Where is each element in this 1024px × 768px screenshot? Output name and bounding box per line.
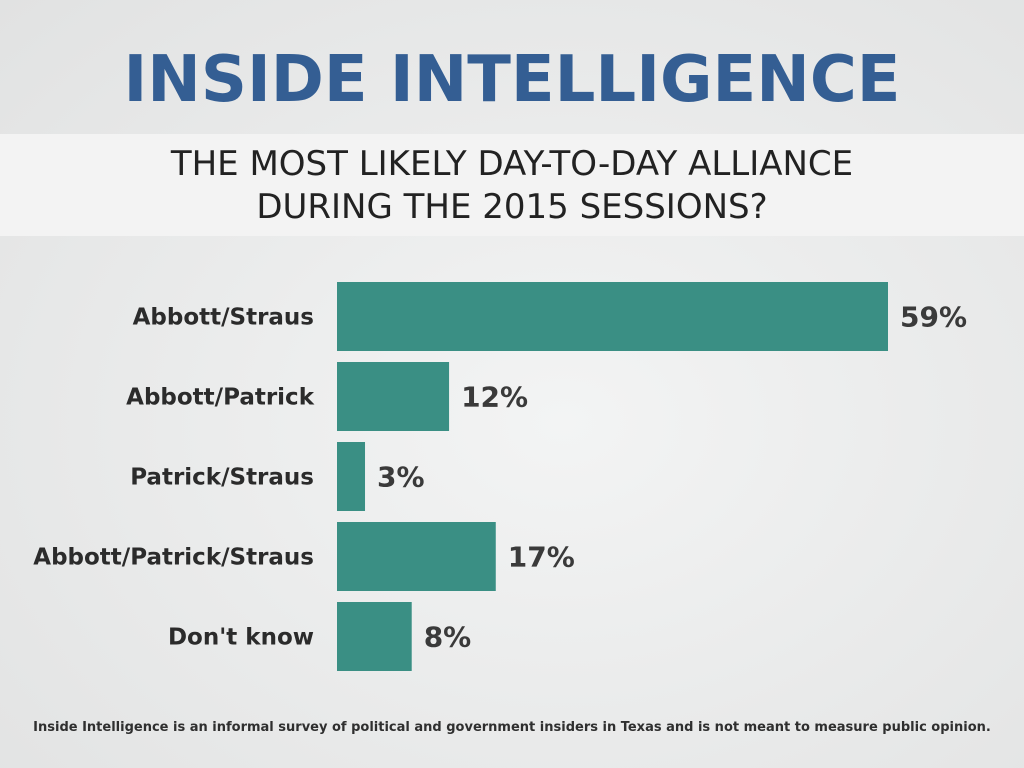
bar bbox=[337, 362, 450, 431]
value-label: 12% bbox=[461, 381, 528, 414]
question-line-1: THE MOST LIKELY DAY-TO-DAY ALLIANCE bbox=[170, 144, 854, 184]
category-label: Patrick/Straus bbox=[130, 465, 314, 491]
category-label: Abbott/Patrick/Straus bbox=[33, 545, 314, 571]
bar bbox=[337, 602, 412, 671]
bar-chart: Abbott/Straus 59% Abbott/Patrick 12% Patrick… bbox=[33, 282, 967, 671]
category-label: Abbott/Patrick bbox=[126, 385, 315, 411]
chart-subtitle: THE MOST LIKELY DAY-TO-DAY ALLIANCE DURI… bbox=[0, 143, 1024, 229]
value-label: 8% bbox=[424, 621, 472, 654]
chart-title: INSIDE INTELLIGENCE bbox=[123, 43, 901, 117]
footnote: Inside Intelligence is an informal surve… bbox=[33, 720, 991, 735]
bar bbox=[337, 282, 888, 351]
question-band bbox=[0, 134, 1024, 236]
bar bbox=[337, 442, 366, 511]
category-label: Abbott/Straus bbox=[133, 305, 314, 331]
value-label: 3% bbox=[377, 461, 425, 494]
category-label: Don't know bbox=[168, 625, 314, 651]
value-label: 59% bbox=[900, 301, 967, 334]
bar bbox=[337, 522, 496, 591]
question-line-2: DURING THE 2015 SESSIONS? bbox=[256, 187, 768, 227]
value-label: 17% bbox=[508, 541, 575, 574]
